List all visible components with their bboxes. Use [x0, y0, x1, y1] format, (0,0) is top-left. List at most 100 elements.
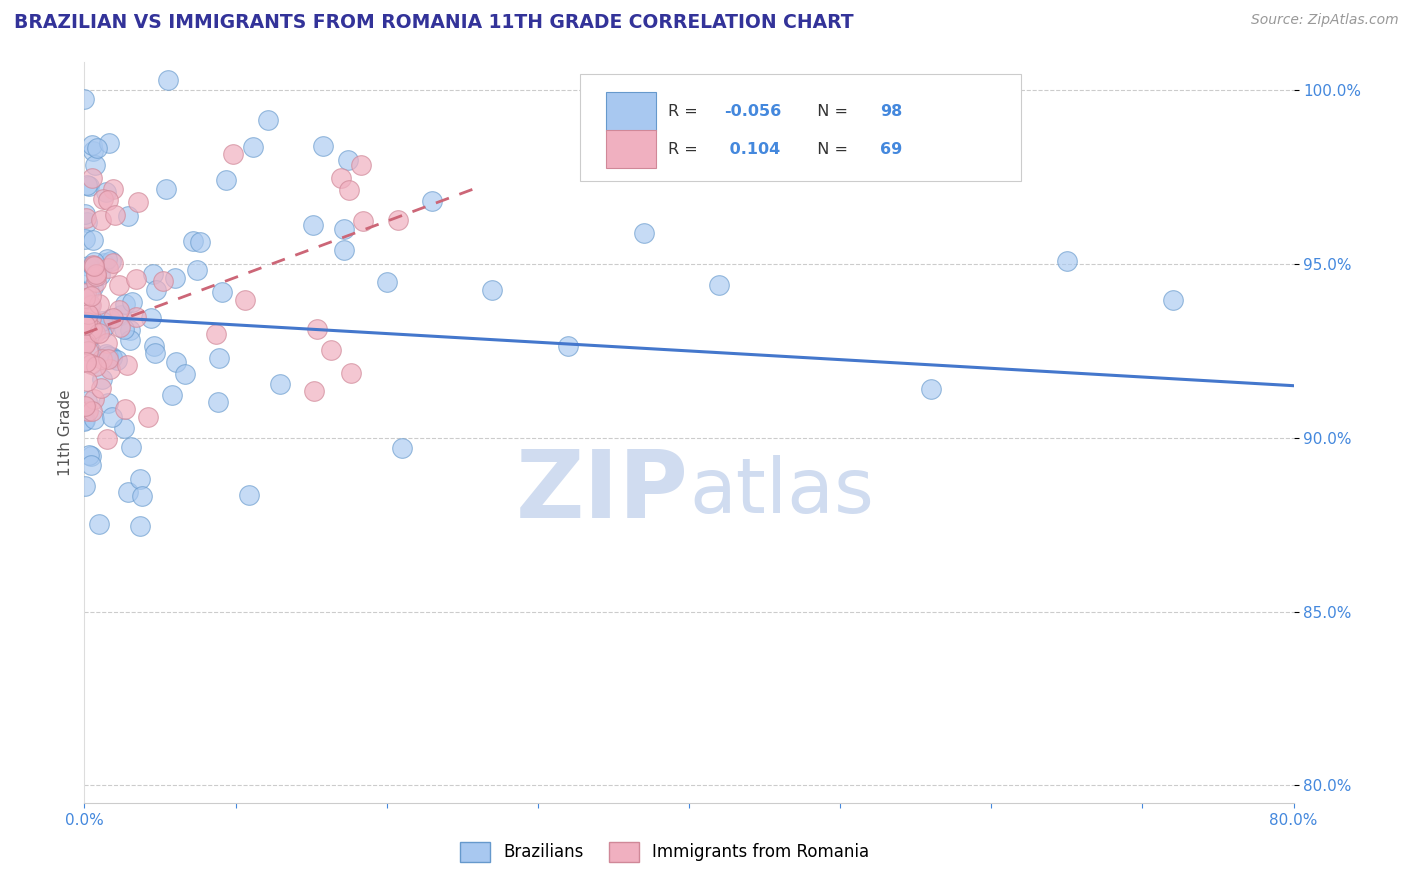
Point: [80, 458, 103, 472]
Point: [79, 297, 101, 311]
Point: [391, 441, 413, 455]
Point: [83, 259, 105, 273]
Point: [242, 139, 264, 153]
Text: R =: R =: [668, 142, 703, 157]
Point: [80, 289, 103, 303]
Point: [73, 399, 96, 413]
Point: [77, 285, 100, 299]
Point: [82, 144, 104, 158]
Point: [82, 138, 104, 153]
Point: [633, 226, 655, 240]
Point: [77, 448, 100, 462]
Point: [82, 322, 104, 336]
Point: [90, 381, 112, 395]
Point: [91, 371, 114, 385]
Point: [83, 326, 105, 340]
FancyBboxPatch shape: [581, 73, 1022, 181]
Text: BRAZILIAN VS IMMIGRANTS FROM ROMANIA 11TH GRADE CORRELATION CHART: BRAZILIAN VS IMMIGRANTS FROM ROMANIA 11T…: [14, 13, 853, 32]
Point: [340, 366, 363, 380]
Point: [238, 488, 260, 502]
Point: [73, 479, 96, 493]
Point: [207, 395, 229, 409]
Point: [302, 384, 325, 398]
Point: [107, 277, 129, 292]
Point: [79, 179, 101, 194]
Legend: Brazilians, Immigrants from Romania: Brazilians, Immigrants from Romania: [454, 835, 876, 869]
Point: [82, 233, 104, 247]
Point: [211, 285, 233, 299]
Point: [93, 256, 115, 270]
Point: [73, 318, 96, 332]
Point: [76, 259, 98, 273]
Point: [118, 333, 141, 347]
Point: [98, 362, 121, 376]
Point: [186, 263, 208, 277]
Point: [114, 297, 136, 311]
Text: -0.056: -0.056: [724, 103, 782, 119]
Point: [101, 256, 124, 270]
Point: [103, 310, 125, 325]
Point: [83, 255, 105, 269]
Point: [94, 185, 117, 199]
Point: [75, 335, 97, 350]
Point: [557, 338, 579, 352]
Point: [125, 272, 148, 286]
Point: [98, 312, 121, 326]
Point: [91, 193, 114, 207]
Point: [129, 472, 152, 486]
Text: R =: R =: [668, 103, 703, 119]
Point: [155, 182, 177, 196]
Point: [86, 275, 108, 289]
Text: 98: 98: [880, 103, 903, 119]
Point: [97, 395, 120, 409]
Point: [80, 357, 103, 371]
Point: [139, 310, 162, 325]
Point: [181, 234, 204, 248]
Point: [79, 449, 101, 463]
Point: [76, 215, 98, 229]
Point: [84, 269, 107, 284]
Point: [100, 409, 122, 424]
Point: [90, 352, 112, 367]
Point: [352, 213, 374, 227]
Point: [87, 323, 110, 337]
Point: [208, 351, 231, 365]
Point: [96, 252, 118, 266]
Point: [80, 404, 103, 418]
Point: [73, 291, 96, 305]
Point: [205, 327, 228, 342]
Point: [97, 349, 120, 363]
Point: [136, 409, 159, 424]
Point: [82, 258, 104, 272]
Point: [79, 311, 101, 326]
Point: [105, 352, 128, 367]
Text: 69: 69: [880, 142, 903, 157]
Point: [157, 72, 180, 87]
Point: [173, 367, 195, 381]
Text: Source: ZipAtlas.com: Source: ZipAtlas.com: [1251, 13, 1399, 28]
Point: [163, 270, 186, 285]
Point: [115, 358, 138, 372]
Point: [257, 112, 280, 127]
Point: [80, 298, 103, 312]
Point: [76, 374, 98, 388]
Point: [221, 147, 243, 161]
Point: [129, 519, 152, 533]
Point: [98, 136, 121, 150]
Point: [87, 297, 110, 311]
Point: [76, 315, 98, 329]
Point: [90, 213, 112, 227]
Point: [76, 178, 98, 193]
Point: [91, 321, 114, 335]
Point: [420, 194, 443, 208]
Point: [83, 392, 105, 407]
Point: [100, 253, 122, 268]
Point: [80, 170, 103, 185]
Point: [145, 283, 167, 297]
Point: [79, 344, 101, 359]
Point: [350, 158, 373, 172]
Point: [387, 213, 409, 227]
Point: [120, 323, 142, 337]
Point: [94, 346, 117, 360]
Point: [101, 182, 124, 196]
